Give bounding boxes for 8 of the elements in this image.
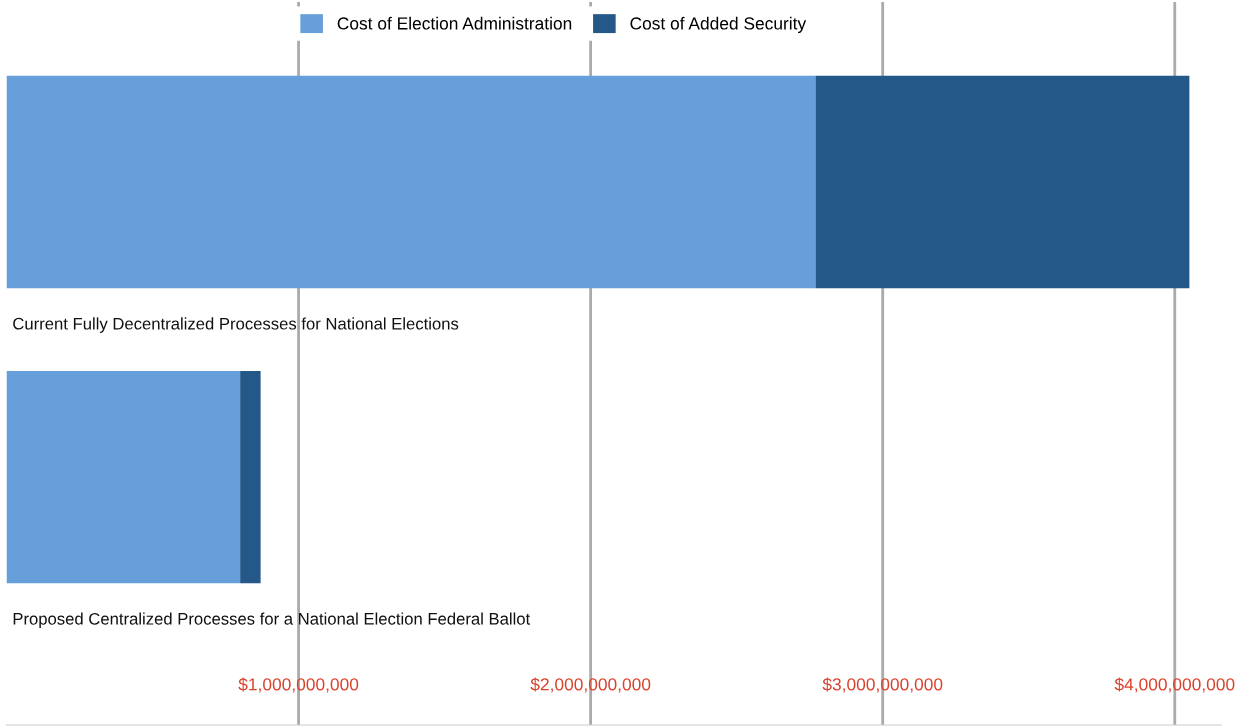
legend-label: Cost of Added Security bbox=[630, 16, 807, 34]
x-tick-label: $4,000,000,000 bbox=[1114, 677, 1235, 693]
x-tick-label: $3,000,000,000 bbox=[822, 677, 943, 693]
y-tick-label: Proposed Centralized Processes for a National Election Federal Ballot bbox=[13, 612, 531, 629]
y-tick-label: Current Fully Decentralized Processes for National Elections bbox=[13, 317, 459, 333]
x-tick-label: $2,000,000,000 bbox=[530, 677, 651, 693]
x-tick-label: $1,000,000,000 bbox=[238, 677, 359, 693]
legend-label: Cost of Election Administration bbox=[337, 16, 572, 30]
